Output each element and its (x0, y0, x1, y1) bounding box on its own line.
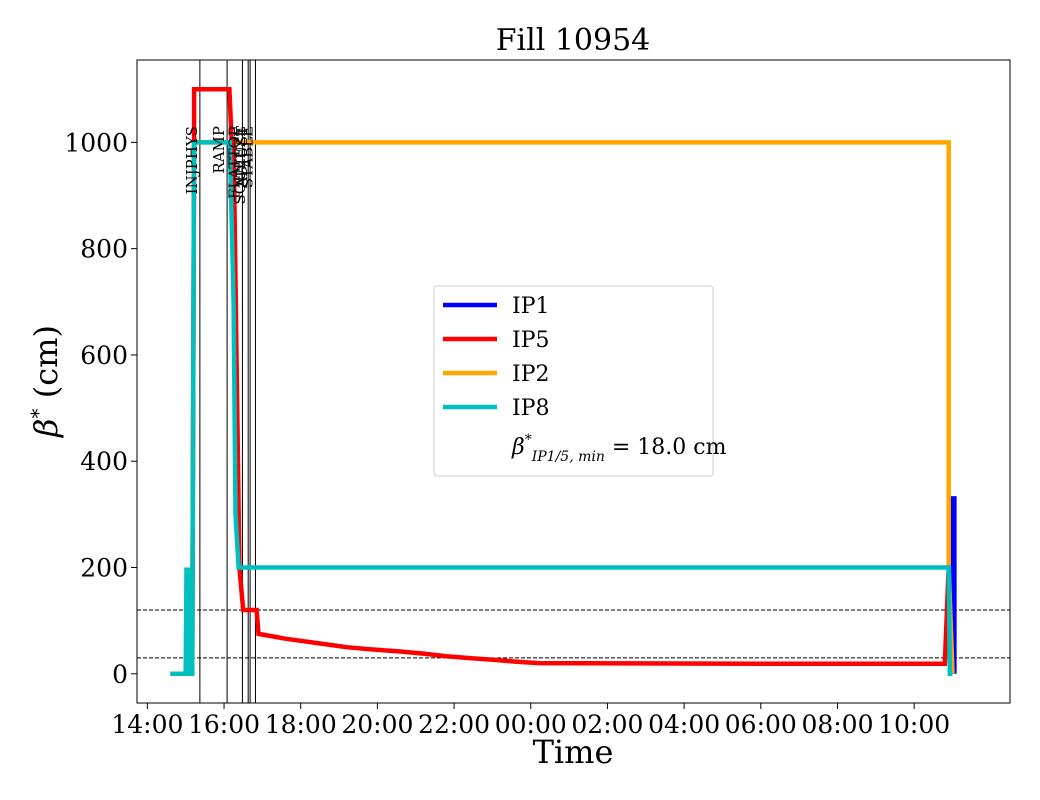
x-axis-title: Time (533, 733, 614, 771)
series-line-ip8 (170, 140, 953, 677)
y-axis-title: β* (cm) (26, 325, 65, 438)
y-axis-ticks: 0 200 400 600 800 1000 (64, 128, 137, 689)
y-tick-label: 400 (80, 447, 128, 476)
phase-label-squeeze: SQUEEZE (231, 126, 249, 205)
x-tick-label: 10:00 (878, 710, 950, 739)
x-tick-label: 14:00 (111, 710, 183, 739)
x-tick-label: 16:00 (188, 710, 260, 739)
x-tick-label: 18:00 (265, 710, 337, 739)
y-tick-label: 200 (80, 553, 128, 582)
plot-frame (136, 59, 1011, 704)
y-tick-label: 800 (80, 235, 128, 264)
x-tick-label: 20:00 (341, 710, 413, 739)
x-tick-label: 08:00 (801, 710, 873, 739)
legend-label-ip1: IP1 (512, 294, 550, 319)
chart-title: Fill 10954 (496, 23, 651, 58)
series-lines (170, 86, 957, 677)
legend: IP1 IP5 IP2 IP8 β*IP1/5, min = 18.0 cm (433, 285, 727, 477)
legend-box (433, 285, 714, 477)
phase-label-ramp: RAMP (210, 126, 228, 174)
phase-label-injphys: INJPHYS (183, 126, 201, 194)
legend-label-ip5: IP5 (512, 328, 550, 353)
legend-beta-note: β*IP1/5, min = 18.0 cm (511, 432, 727, 465)
x-tick-label: 00:00 (495, 710, 567, 739)
series-line-ip5 (170, 86, 951, 677)
x-tick-label: 06:00 (725, 710, 797, 739)
legend-label-ip8: IP8 (512, 396, 550, 421)
x-tick-label: 04:00 (648, 710, 720, 739)
y-tick-label: 1000 (64, 128, 128, 157)
x-tick-label: 02:00 (571, 710, 643, 739)
phase-label-stable: STABLE (238, 126, 256, 188)
phase-label-flattop: FLATTOP (225, 126, 243, 199)
phase-marker-lines (199, 60, 256, 703)
x-tick-label: 22:00 (418, 710, 490, 739)
legend-label-ip2: IP2 (512, 362, 550, 387)
x-axis-ticks: 14:00 16:00 18:00 20:00 22:00 00:00 02:00 04:00… (111, 703, 950, 739)
y-tick-label: 0 (112, 660, 128, 689)
threshold-lines (137, 609, 1010, 659)
legend-items: IP1 IP5 IP2 IP8 (443, 294, 550, 421)
y-tick-label: 600 (80, 341, 128, 370)
phase-label-adjust: ADJUST (233, 126, 251, 189)
